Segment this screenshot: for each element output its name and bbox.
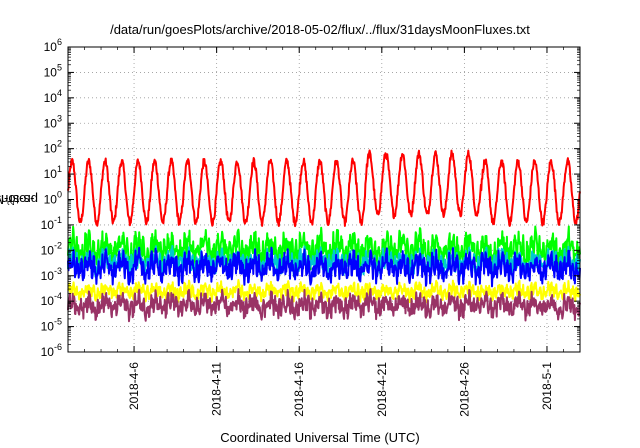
y-tick-label: 100 <box>44 190 62 207</box>
chart-title: /data/run/goesPlots/archive/2018-05-02/f… <box>110 22 530 37</box>
y-tick-label: 10-6 <box>41 342 62 359</box>
y-tick-label: 10-4 <box>41 291 62 308</box>
series-line <box>67 279 581 304</box>
y-tick-label: 102 <box>44 139 62 156</box>
y-tick-label: 10-1 <box>41 215 62 232</box>
series-line <box>67 245 581 279</box>
series-line <box>67 149 581 228</box>
x-tick-label: 2018-4-16 <box>292 362 306 417</box>
x-tick-label: 2018-4-11 <box>210 362 224 416</box>
x-axis-label: Coordinated Universal Time (UTC) <box>220 430 420 445</box>
series-line <box>67 246 581 288</box>
y-tick-label: 105 <box>44 62 62 79</box>
y-tick-label: 10-3 <box>41 266 62 283</box>
y-tick-label: 10-2 <box>41 240 62 257</box>
x-tick-label: 2018-4-21 <box>375 362 389 417</box>
x-tick-label: 2018-4-26 <box>457 362 471 417</box>
y-tick-label: 104 <box>44 88 62 105</box>
series-line <box>67 288 581 323</box>
series-line <box>67 225 581 272</box>
y-tick-label: 101 <box>44 164 62 181</box>
x-tick-label: 2018-4-6 <box>127 362 141 410</box>
y-tick-label: 106 <box>44 37 62 54</box>
y-tick-label: 103 <box>44 113 62 130</box>
y-tick-label: 10-5 <box>41 317 62 334</box>
x-tick-label: 2018-5-1 <box>540 362 554 410</box>
